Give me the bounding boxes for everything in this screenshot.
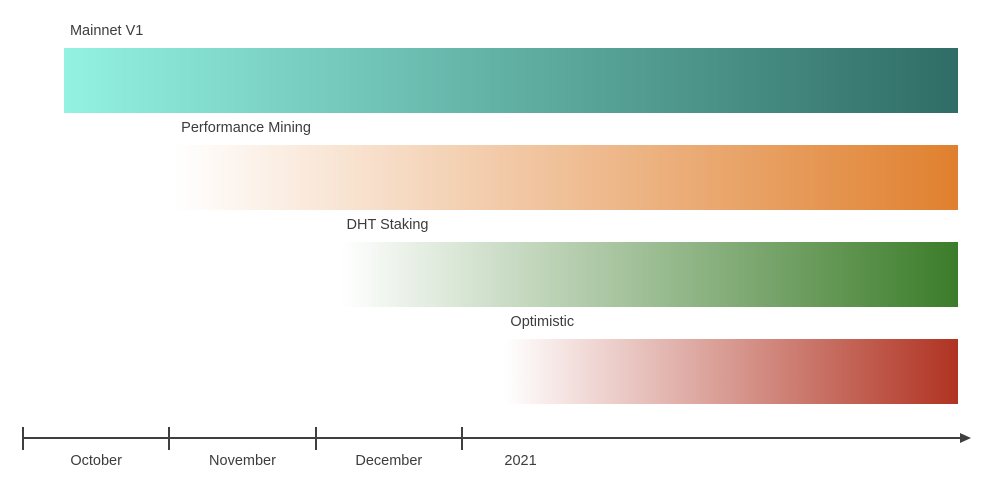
axis-tick — [22, 427, 24, 450]
axis-tick — [168, 427, 171, 450]
task-label: DHT Staking — [346, 217, 429, 233]
task-bar — [504, 339, 958, 404]
axis-arrow-icon — [960, 433, 971, 443]
task-bar — [63, 48, 958, 113]
task-label: Performance Mining — [181, 120, 311, 136]
axis-tick — [460, 427, 463, 450]
task-bar — [340, 242, 958, 307]
task-bar — [175, 145, 958, 210]
task-label: Mainnet V1 — [69, 23, 144, 39]
task-label: Optimistic — [510, 314, 575, 330]
axis-tick-label: November — [209, 453, 276, 469]
axis-tick — [314, 427, 317, 450]
axis-tick-label: December — [355, 453, 423, 469]
axis-tick-label: 2021 — [504, 453, 537, 469]
timeline-axis-line — [23, 437, 960, 439]
axis-tick-label: October — [70, 453, 122, 469]
